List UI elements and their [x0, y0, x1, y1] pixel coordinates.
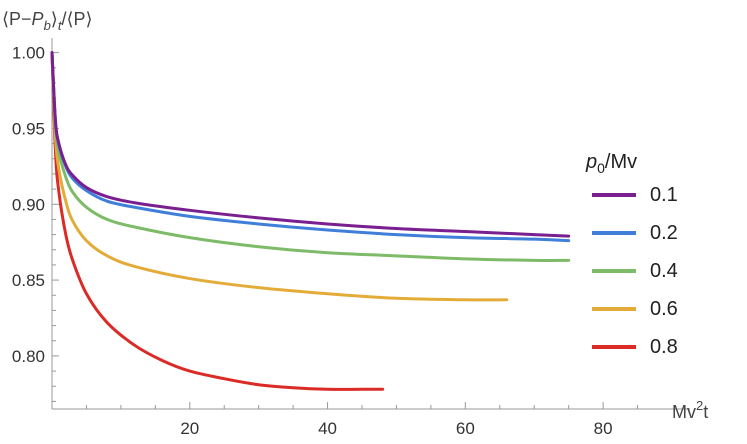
legend-items: 0.1 0.2 0.4 0.6 0.8: [592, 184, 678, 358]
x-tick-label: 60: [456, 419, 475, 438]
legend-title-main: p: [585, 151, 597, 173]
x-tick-label: 80: [594, 419, 613, 438]
y-tick-label: 0.90: [12, 195, 45, 214]
x-axis-title-sup: 2: [696, 398, 703, 413]
y-axis-title: ⟨P−Pb⟩t/⟨P⟩: [2, 9, 93, 33]
legend-title-sub: 0: [597, 160, 605, 176]
x-tick-label: 40: [318, 419, 337, 438]
y-tick-label: 0.80: [12, 347, 45, 366]
legend-label-0-1: 0.1: [650, 184, 678, 206]
y-axis-title-part-d: /⟨P⟩: [61, 9, 92, 29]
y-axis-title-sub-b: b: [44, 18, 51, 33]
legend-label-0-6: 0.6: [650, 298, 678, 320]
y-ticks-group: 0.80 0.85 0.90 0.95 1.00: [12, 44, 59, 402]
y-tick-label: 0.95: [12, 119, 45, 138]
y-axis-title-sub-t: t: [58, 18, 63, 33]
series-line-0-2: [50, 51, 571, 243]
legend: p0/Mv 0.1 0.2 0.4 0.6 0.8: [585, 151, 678, 358]
legend-label-0-2: 0.2: [650, 222, 678, 244]
legend-label-0-8: 0.8: [650, 336, 678, 358]
x-axis-title-part-a: Mv: [672, 402, 696, 422]
legend-title: p0/Mv: [585, 151, 637, 176]
y-tick-label: 0.85: [12, 271, 45, 290]
x-tick-label: 20: [180, 419, 199, 438]
series-line-0-4: [50, 51, 571, 262]
y-axis-title-part-b: P: [32, 9, 44, 29]
x-ticks-group: 20 40 60 80: [85, 402, 639, 438]
x-axis-title: Mv2t: [672, 398, 708, 422]
y-axis-title-part-c: ⟩: [51, 9, 58, 29]
legend-title-rest: /Mv: [605, 151, 637, 173]
y-axis-title-part-a: ⟨P−: [2, 9, 32, 29]
series-line-0-6: [50, 51, 509, 302]
y-tick-label: 1.00: [12, 44, 45, 63]
series-line-0-8: [50, 51, 385, 391]
x-axis-title-part-b: t: [703, 402, 708, 422]
legend-label-0-4: 0.4: [650, 260, 678, 282]
series-group: [50, 51, 571, 391]
series-line-0-1: [50, 51, 571, 238]
